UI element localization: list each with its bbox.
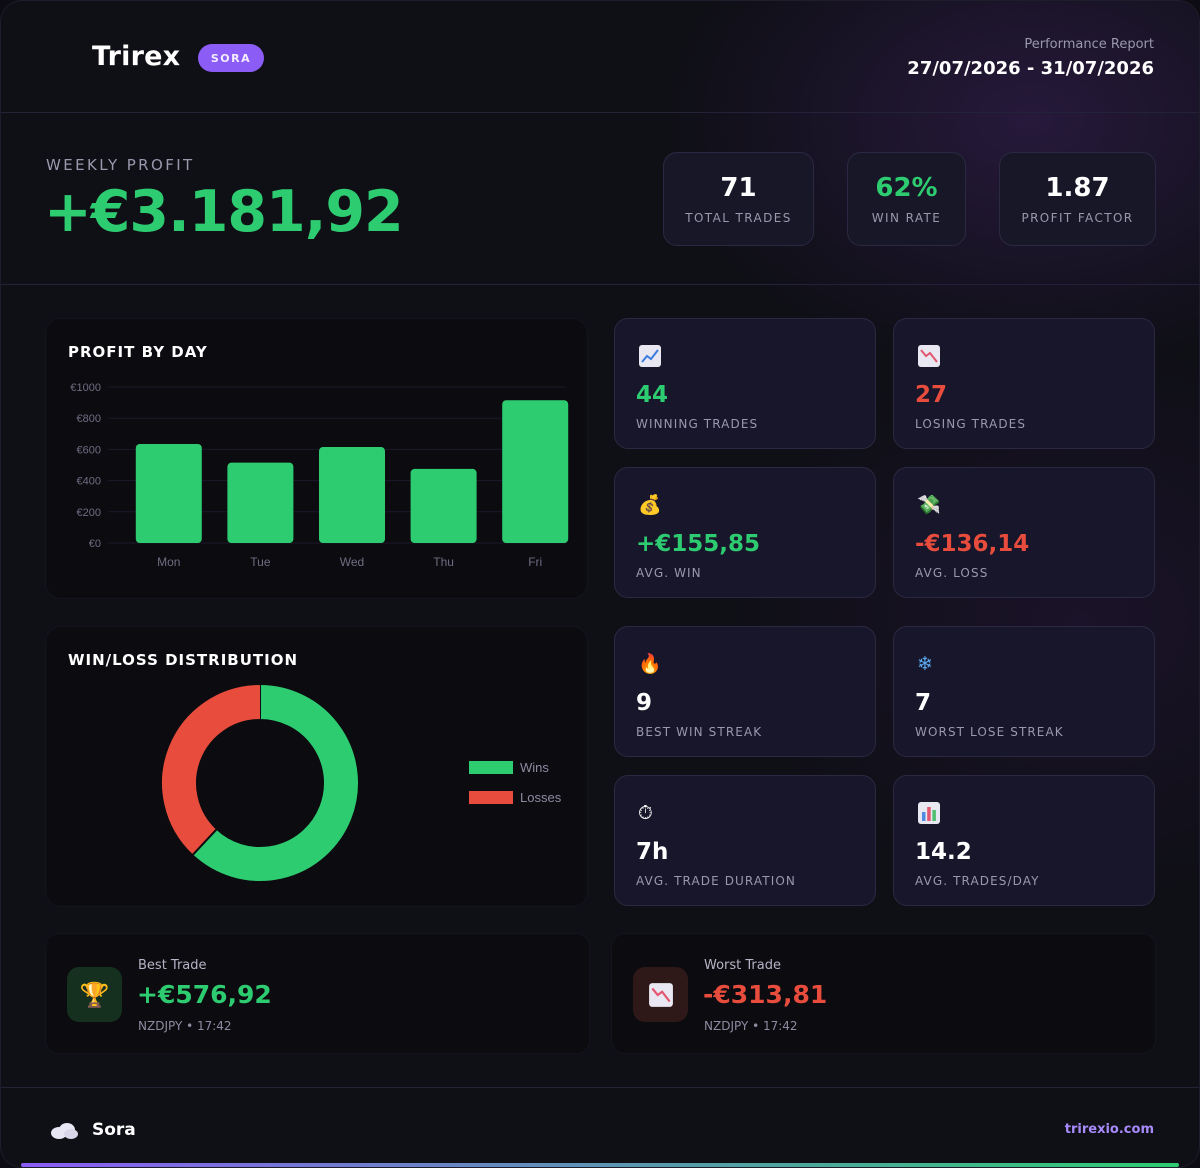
profit-by-day-panel: PROFIT BY DAY €0 €200 €400 €600 €800 €1000 Mon… <box>45 318 588 599</box>
bar <box>227 462 294 543</box>
worst-trade-subtitle: NZDJPY • 17:42 <box>704 1019 798 1033</box>
cloud-icon <box>51 1123 78 1139</box>
y-tick-label: €200 <box>77 507 101 519</box>
x-tick-label: Mon <box>157 555 180 569</box>
profit-bar-chart: €0 €200 €400 €600 €800 €1000 Mon Tue Wed Thu Fri <box>70 382 569 569</box>
stat-value: 44 <box>636 382 669 408</box>
stat-avg-win: 💰 +€155,85 AVG. WIN <box>614 467 876 598</box>
accent-bar <box>21 1163 1179 1167</box>
kpi-value: 62% <box>875 173 938 203</box>
stat-value: +€155,85 <box>636 531 761 557</box>
money-wings-icon: 💸 <box>917 494 941 516</box>
stat-value: 7 <box>915 690 932 716</box>
kpi-profit-factor: 1.87 PROFIT FACTOR <box>999 152 1156 246</box>
weekly-profit-label: WEEKLY PROFIT <box>46 156 195 174</box>
kpi-label: WIN RATE <box>871 211 942 225</box>
donut-slice <box>162 685 261 855</box>
stat-best-win-streak: 🔥 9 BEST WIN STREAK <box>614 626 876 757</box>
stat-winning-trades: 44 WINNING TRADES <box>614 318 876 449</box>
y-tick-label: €400 <box>77 476 101 488</box>
worst-trade-card: Worst Trade -€313,81 NZDJPY • 17:42 <box>611 933 1156 1054</box>
y-tick-label: €600 <box>77 444 101 456</box>
stat-avg-trades-per-day: 14.2 AVG. TRADES/DAY <box>893 775 1155 906</box>
report-date-range: 27/07/2026 - 31/07/2026 <box>907 58 1154 79</box>
stat-value: 9 <box>636 690 653 716</box>
win-loss-panel: WIN/LOSS DISTRIBUTION Wins Losses <box>45 626 588 907</box>
snowflake-icon: ❄ <box>917 653 933 675</box>
chart-up-icon <box>639 345 661 367</box>
footer-account-name: Sora <box>92 1120 136 1140</box>
worst-trade-value: -€313,81 <box>703 980 828 1009</box>
stat-label: AVG. WIN <box>636 566 702 580</box>
bar <box>502 400 569 543</box>
kpi-total-trades: 71 TOTAL TRADES <box>663 152 814 246</box>
y-tick-label: €1000 <box>70 382 101 394</box>
y-tick-label: €800 <box>77 413 101 425</box>
donut-slice <box>193 685 358 881</box>
legend-label: Wins <box>520 760 549 775</box>
stat-value: 7h <box>636 839 669 865</box>
best-trade-title: Best Trade <box>138 958 207 973</box>
x-tick-label: Fri <box>528 555 542 569</box>
weekly-profit-value: +€3.181,92 <box>44 179 404 245</box>
y-tick-label: €0 <box>89 538 101 550</box>
chart-down-icon <box>633 967 688 1022</box>
kpi-value: 71 <box>720 173 757 203</box>
fire-icon: 🔥 <box>638 653 662 675</box>
header: Trirex SORA Performance Report 27/07/202… <box>1 1 1199 113</box>
stopwatch-icon: ⏱ <box>638 802 653 824</box>
best-trade-card: 🏆 Best Trade +€576,92 NZDJPY • 17:42 <box>45 933 590 1054</box>
bar-chart-icon <box>918 802 940 824</box>
stat-value: -€136,14 <box>915 531 1030 557</box>
stat-losing-trades: 27 LOSING TRADES <box>893 318 1155 449</box>
stat-avg-loss: 💸 -€136,14 AVG. LOSS <box>893 467 1155 598</box>
kpi-label: TOTAL TRADES <box>685 211 792 225</box>
x-tick-label: Wed <box>340 555 364 569</box>
kpi-win-rate: 62% WIN RATE <box>847 152 966 246</box>
stat-label: BEST WIN STREAK <box>636 725 763 739</box>
worst-trade-title: Worst Trade <box>704 958 781 973</box>
stat-label: WINNING TRADES <box>636 417 759 431</box>
stat-label: AVG. LOSS <box>915 566 989 580</box>
trophy-icon: 🏆 <box>67 967 122 1022</box>
bar <box>135 443 202 543</box>
brand-name: Trirex <box>92 41 181 72</box>
kpi-value: 1.87 <box>1045 173 1110 203</box>
stat-label: AVG. TRADE DURATION <box>636 874 796 888</box>
chart-down-icon <box>918 345 940 367</box>
bar <box>319 447 385 543</box>
money-bag-icon: 💰 <box>638 494 662 516</box>
x-tick-label: Tue <box>250 555 271 569</box>
kpi-label: PROFIT FACTOR <box>1021 211 1134 225</box>
legend-swatch <box>469 761 513 774</box>
report-label: Performance Report <box>1024 37 1154 52</box>
panel-title: WIN/LOSS DISTRIBUTION <box>68 651 299 669</box>
stat-label: WORST LOSE STREAK <box>915 725 1064 739</box>
stat-avg-trade-duration: ⏱ 7h AVG. TRADE DURATION <box>614 775 876 906</box>
stat-label: AVG. TRADES/DAY <box>915 874 1040 888</box>
stat-label: LOSING TRADES <box>915 417 1027 431</box>
slice-separator <box>192 829 218 856</box>
best-trade-value: +€576,92 <box>137 980 272 1009</box>
account-badge: SORA <box>198 44 264 72</box>
x-tick-label: Thu <box>433 555 454 569</box>
summary-section: WEEKLY PROFIT +€3.181,92 71 TOTAL TRADES… <box>1 113 1199 285</box>
bar <box>410 468 477 543</box>
best-trade-subtitle: NZDJPY • 17:42 <box>138 1019 232 1033</box>
win-loss-donut-chart: Wins Losses <box>162 685 562 881</box>
footer-website-link[interactable]: trirexio.com <box>1064 1122 1154 1137</box>
stat-value: 27 <box>915 382 948 408</box>
panel-title: PROFIT BY DAY <box>68 343 208 361</box>
stat-worst-lose-streak: ❄ 7 WORST LOSE STREAK <box>893 626 1155 757</box>
legend-label: Losses <box>520 790 562 805</box>
legend-swatch <box>469 791 513 804</box>
footer: Sora trirexio.com <box>1 1087 1199 1167</box>
stat-value: 14.2 <box>915 839 972 865</box>
